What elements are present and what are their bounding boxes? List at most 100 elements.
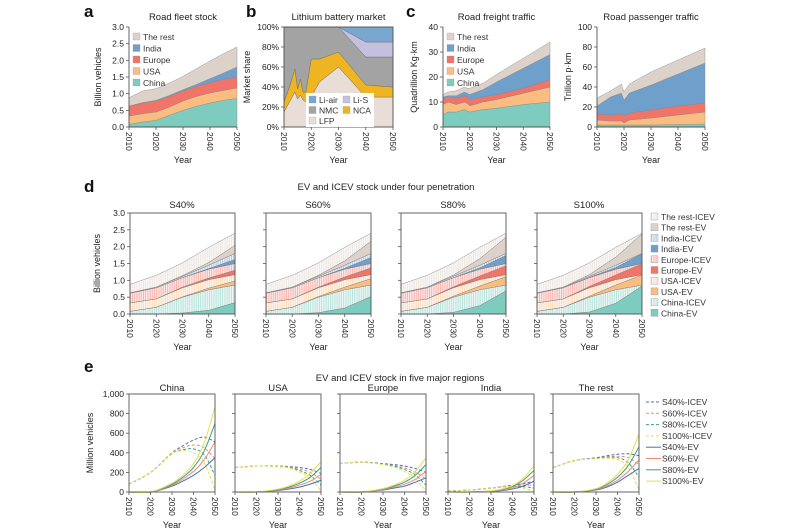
y-tick-label: 1.5 bbox=[112, 72, 124, 82]
legend-swatch bbox=[446, 67, 455, 75]
y-tick-label: 800 bbox=[110, 409, 124, 419]
x-tick-label: 2050 bbox=[637, 319, 647, 338]
x-tick-label: 2020 bbox=[422, 319, 432, 338]
legend-label: Europe bbox=[457, 55, 485, 65]
line-s40-icev bbox=[447, 480, 535, 492]
x-tick-label: 2010 bbox=[125, 319, 135, 338]
x-tick-label: 2020 bbox=[287, 319, 297, 338]
y-tick-label: 0% bbox=[267, 122, 280, 132]
x-tick-label: 2040 bbox=[340, 319, 350, 338]
x-tick-label: 2040 bbox=[518, 132, 528, 151]
y-tick-label: 2.0 bbox=[113, 242, 125, 252]
subplot-title: The rest bbox=[579, 383, 614, 394]
x-tick-label: 2050 bbox=[634, 497, 644, 516]
line-s100-icev bbox=[128, 450, 216, 491]
chart-title: Road passenger traffic bbox=[603, 12, 699, 23]
x-tick-label: 2020 bbox=[146, 497, 156, 516]
y-tick-label: 30 bbox=[429, 47, 439, 57]
line-s100-icev bbox=[234, 465, 322, 492]
line-s100-icev bbox=[552, 457, 640, 491]
chart-title: Road fleet stock bbox=[149, 12, 217, 23]
x-tick-label: 2020 bbox=[357, 497, 367, 516]
y-tick-label: 0.5 bbox=[113, 292, 125, 302]
y-tick-label: 200 bbox=[110, 467, 124, 477]
line-s100-ev bbox=[447, 465, 535, 493]
legend-swatch bbox=[446, 55, 455, 64]
line-s100-ev bbox=[128, 406, 216, 494]
x-tick-label: 2030 bbox=[314, 319, 324, 338]
x-tick-label: 2010 bbox=[335, 497, 345, 516]
x-tick-label: 2050 bbox=[700, 132, 710, 151]
x-tick-label: 2040 bbox=[400, 497, 410, 516]
x-tick-label: 2040 bbox=[475, 319, 485, 338]
x-tick-label: 2010 bbox=[261, 319, 271, 338]
y-tick-label: 10 bbox=[429, 97, 439, 107]
y-tick-label: 80 bbox=[583, 42, 593, 52]
legend-label: S100%-EV bbox=[662, 476, 704, 486]
x-tick-label: 2010 bbox=[124, 497, 134, 516]
legend-label: India-ICEV bbox=[661, 233, 702, 243]
x-tick-label: 2050 bbox=[501, 319, 511, 338]
y-tick-label: 100 bbox=[578, 22, 592, 32]
legend-swatch bbox=[650, 277, 659, 285]
legend-label: NCA bbox=[353, 106, 371, 116]
x-tick-label: 2020 bbox=[465, 497, 475, 516]
y-tick-label: 0 bbox=[119, 487, 124, 497]
legend-label: Europe bbox=[143, 55, 171, 65]
x-axis-label: Year bbox=[482, 520, 500, 530]
legend-label: NMC bbox=[319, 106, 338, 116]
legend-label: S80%-EV bbox=[662, 465, 699, 475]
y-axis-label: Billion vehicles bbox=[92, 233, 102, 293]
y-tick-label: 2.0 bbox=[112, 55, 124, 65]
y-tick-label: 400 bbox=[110, 448, 124, 458]
x-tick-label: 2010 bbox=[396, 319, 406, 338]
legend-label: India-EV bbox=[661, 244, 694, 254]
x-axis-label: Year bbox=[487, 155, 505, 165]
y-tick-label: 100% bbox=[257, 22, 279, 32]
line-s80-ev bbox=[447, 470, 535, 493]
chart-title: Road freight traffic bbox=[458, 12, 536, 23]
x-tick-label: 2040 bbox=[204, 319, 214, 338]
y-axis-label: Market share bbox=[242, 51, 252, 104]
x-tick-label: 2010 bbox=[438, 132, 448, 151]
x-tick-label: 2040 bbox=[295, 497, 305, 516]
legend-swatch bbox=[308, 116, 317, 125]
line-s60-ev bbox=[447, 474, 535, 493]
legend-label: China bbox=[457, 78, 479, 88]
legend-label: S40%-ICEV bbox=[662, 397, 708, 407]
panel-title: EV and ICEV stock in five major regions bbox=[316, 373, 485, 384]
x-tick-label: 2020 bbox=[252, 497, 262, 516]
x-tick-label: 2050 bbox=[232, 132, 242, 151]
x-tick-label: 2040 bbox=[205, 132, 215, 151]
legend-label: The rest bbox=[143, 32, 175, 42]
y-tick-label: 0.0 bbox=[112, 122, 124, 132]
legend-label: The rest-EV bbox=[661, 223, 707, 233]
x-tick-label: 2030 bbox=[273, 497, 283, 516]
legend-swatch bbox=[446, 32, 455, 41]
x-tick-label: 2030 bbox=[178, 132, 188, 151]
line-s60-ev bbox=[128, 441, 216, 494]
x-tick-label: 2040 bbox=[613, 497, 623, 516]
x-tick-label: 2050 bbox=[210, 497, 220, 516]
subplot-title: S40% bbox=[169, 200, 195, 211]
legend-swatch bbox=[132, 32, 141, 41]
legend-swatch bbox=[650, 298, 659, 306]
subplot-title: S60% bbox=[305, 200, 331, 211]
y-tick-label: 3.0 bbox=[113, 208, 125, 218]
panel-letter-b: b bbox=[246, 2, 256, 21]
legend-label: USA-ICEV bbox=[661, 276, 701, 286]
line-s100-icev bbox=[339, 461, 427, 492]
y-tick-label: 600 bbox=[110, 428, 124, 438]
y-tick-label: 1.0 bbox=[112, 89, 124, 99]
x-tick-label: 2050 bbox=[366, 319, 376, 338]
x-tick-label: 2050 bbox=[529, 497, 539, 516]
x-axis-label: Year bbox=[642, 155, 660, 165]
y-tick-label: 60% bbox=[262, 62, 279, 72]
line-s60-icev bbox=[234, 465, 322, 480]
x-tick-label: 2040 bbox=[611, 319, 621, 338]
legend-label: India bbox=[143, 44, 162, 54]
y-tick-label: 1,000 bbox=[103, 389, 125, 399]
x-tick-label: 2030 bbox=[449, 319, 459, 338]
panel-title: EV and ICEV stock under four penetration bbox=[298, 182, 475, 193]
